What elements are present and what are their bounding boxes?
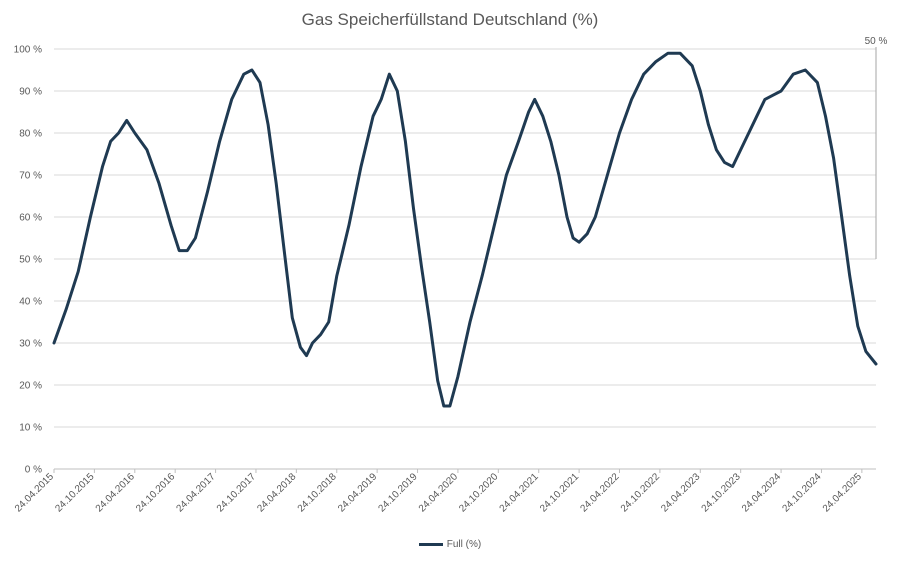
- x-tick-label: 24.10.2018: [296, 471, 339, 514]
- x-tick-label: 24.10.2016: [134, 471, 177, 514]
- y-tick-label: 70 %: [19, 171, 42, 182]
- legend: Full (%): [0, 539, 900, 550]
- x-tick-label: 24.10.2023: [700, 471, 743, 514]
- x-tick-label: 24.04.2015: [13, 471, 56, 514]
- x-tick-label: 24.04.2019: [336, 471, 379, 514]
- x-tick-label: 24.04.2017: [175, 471, 218, 514]
- x-tick-label: 24.10.2015: [53, 471, 96, 514]
- y-tick-label: 50 %: [19, 255, 42, 266]
- chart-title: Gas Speicherfüllstand Deutschland (%): [301, 10, 599, 29]
- x-tick-label: 24.10.2017: [215, 471, 258, 514]
- x-tick-label: 24.04.2020: [417, 471, 460, 514]
- x-tick-label: 24.04.2025: [821, 471, 864, 514]
- x-tick-label: 24.10.2021: [538, 471, 581, 514]
- x-tick-label: 24.10.2022: [619, 471, 662, 514]
- x-tick-label: 24.10.2024: [780, 471, 823, 514]
- y-tick-label: 80 %: [19, 129, 42, 140]
- y-tick-label: 40 %: [19, 297, 42, 308]
- annotation-label: 50 %: [865, 36, 888, 47]
- y-tick-label: 60 %: [19, 213, 42, 224]
- legend-label: Full (%): [446, 539, 482, 550]
- x-tick-label: 24.04.2023: [659, 471, 702, 514]
- x-tick-label: 24.04.2022: [578, 471, 621, 514]
- y-tick-label: 20 %: [19, 381, 42, 392]
- y-tick-label: 30 %: [19, 339, 42, 350]
- x-tick-label: 24.04.2018: [255, 471, 298, 514]
- legend-swatch: [418, 543, 443, 546]
- x-tick-label: 24.10.2020: [457, 471, 500, 514]
- y-tick-label: 10 %: [19, 423, 42, 434]
- x-tick-label: 24.10.2019: [376, 471, 419, 514]
- x-tick-label: 24.04.2016: [94, 471, 137, 514]
- series-line: [52, 51, 878, 408]
- y-tick-label: 100 %: [14, 45, 42, 56]
- x-tick-label: 24.04.2024: [740, 471, 783, 514]
- y-tick-label: 0 %: [25, 465, 42, 476]
- y-tick-label: 90 %: [19, 87, 42, 98]
- x-tick-label: 24.04.2021: [498, 471, 541, 514]
